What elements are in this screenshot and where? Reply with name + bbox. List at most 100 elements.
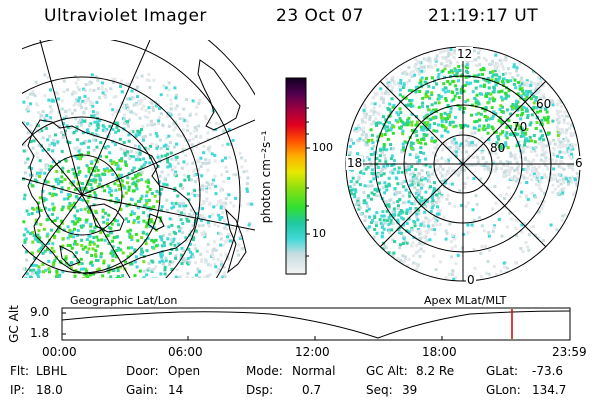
aurora-pixel	[195, 212, 199, 215]
aurora-pixel	[144, 199, 148, 202]
aurora-pixel	[422, 220, 426, 224]
aurora-pixel	[482, 56, 486, 60]
aurora-pixel	[24, 227, 28, 231]
aurora-pixel	[150, 101, 154, 105]
aurora-pixel	[185, 98, 188, 101]
aurora-pixel	[500, 110, 504, 113]
aurora-pixel	[54, 133, 57, 137]
aurora-pixel	[226, 257, 230, 261]
aurora-pixel	[557, 192, 561, 196]
aurora-pixel	[154, 244, 158, 248]
aurora-pixel	[160, 259, 164, 263]
aurora-pixel	[540, 78, 544, 82]
aurora-pixel	[54, 91, 58, 95]
aurora-pixel	[38, 175, 42, 178]
aurora-pixel	[166, 145, 170, 149]
aurora-pixel	[437, 123, 440, 127]
aurora-pixel	[139, 252, 143, 256]
aurora-pixel	[203, 114, 207, 118]
aurora-pixel	[221, 143, 225, 147]
aurora-pixel	[545, 110, 549, 114]
aurora-pixel	[126, 122, 130, 126]
aurora-pixel	[91, 110, 95, 114]
aurora-pixel	[548, 157, 552, 161]
aurora-pixel	[51, 212, 55, 216]
aurora-pixel	[73, 75, 77, 78]
aurora-pixel	[237, 253, 241, 257]
aurora-pixel	[34, 271, 38, 275]
aurora-pixel	[365, 133, 369, 137]
aurora-pixel	[444, 229, 448, 233]
aurora-pixel	[97, 96, 101, 100]
aurora-pixel	[502, 261, 506, 265]
aurora-pixel	[490, 117, 494, 121]
aurora-pixel	[205, 198, 209, 202]
aurora-pixel	[524, 204, 528, 208]
aurora-pixel	[494, 83, 498, 87]
aurora-pixel	[93, 169, 96, 173]
aurora-pixel	[79, 267, 83, 271]
aurora-pixel	[99, 141, 103, 145]
aurora-pixel	[424, 92, 428, 96]
aurora-pixel	[234, 173, 238, 177]
aurora-pixel	[443, 117, 447, 121]
aurora-pixel	[105, 155, 109, 159]
aurora-pixel	[105, 127, 109, 131]
aurora-pixel	[94, 254, 98, 258]
aurora-pixel	[462, 89, 466, 93]
aurora-pixel	[473, 126, 477, 130]
aurora-pixel	[87, 207, 91, 211]
aurora-pixel	[427, 175, 431, 179]
aurora-pixel	[432, 190, 435, 194]
aurora-pixel	[165, 183, 169, 187]
aurora-pixel	[385, 209, 389, 213]
aurora-pixel	[199, 259, 203, 263]
aurora-pixel	[401, 132, 405, 136]
aurora-pixel	[128, 232, 132, 236]
aurora-pixel	[25, 107, 29, 111]
aurora-pixel	[391, 210, 395, 214]
aurora-pixel	[104, 88, 108, 91]
aurora-pixel	[181, 186, 185, 190]
aurora-pixel	[512, 153, 516, 157]
aurora-pixel	[145, 232, 149, 236]
aurora-pixel	[50, 108, 54, 112]
aurora-pixel	[176, 161, 180, 165]
aurora-pixel	[408, 194, 411, 198]
aurora-pixel	[202, 144, 206, 148]
aurora-pixel	[145, 190, 149, 194]
aurora-pixel	[410, 244, 414, 248]
aurora-pixel	[70, 92, 74, 96]
aurora-pixel	[241, 247, 245, 250]
aurora-pixel	[245, 228, 249, 232]
aurora-pixel	[192, 255, 196, 259]
aurora-pixel	[29, 92, 32, 96]
aurora-pixel	[363, 215, 367, 219]
aurora-pixel	[535, 106, 539, 110]
aurora-pixel	[205, 249, 209, 253]
aurora-pixel	[358, 206, 362, 209]
aurora-pixel	[195, 105, 199, 109]
aurora-pixel	[182, 257, 186, 261]
aurora-pixel	[29, 140, 33, 144]
aurora-pixel	[247, 223, 251, 227]
aurora-pixel	[42, 199, 46, 203]
aurora-pixel	[574, 143, 578, 147]
aurora-pixel	[495, 273, 499, 277]
aurora-pixel	[479, 251, 483, 255]
aurora-pixel	[134, 202, 137, 206]
aurora-pixel	[383, 166, 387, 170]
aurora-pixel	[571, 168, 575, 172]
aurora-pixel	[438, 191, 442, 195]
aurora-pixel	[66, 197, 70, 201]
aurora-pixel	[116, 167, 119, 171]
aurora-pixel	[562, 118, 566, 122]
aurora-pixel	[514, 179, 518, 183]
aurora-pixel	[530, 178, 534, 182]
aurora-pixel	[142, 260, 146, 264]
aurora-pixel	[186, 262, 190, 266]
aurora-pixel	[135, 103, 139, 107]
aurora-pixel	[422, 138, 426, 141]
aurora-pixel	[26, 131, 30, 135]
aurora-pixel	[387, 203, 391, 207]
